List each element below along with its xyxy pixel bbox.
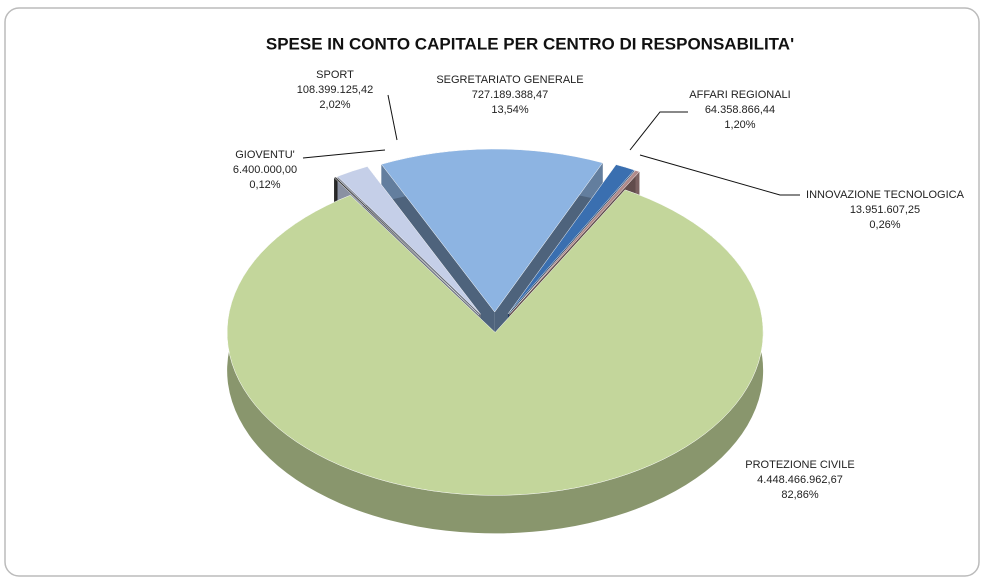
slice [226,189,764,496]
data-label-name: AFFARI REGIONALI [689,89,790,101]
data-label-percent: 0,26% [869,219,900,231]
leader-line [387,94,398,141]
data-label-percent: 13,54% [491,104,529,116]
slice [509,170,640,315]
data-label-value: 108.399.125,42 [297,84,373,96]
data-label-percent: 0,12% [249,179,280,191]
data-label-percent: 2,02% [319,99,350,111]
leader-line [639,154,800,196]
slice-tops [226,148,764,496]
data-label-percent: 82,86% [781,489,819,501]
slice [380,148,604,313]
data-label-name: INNOVAZIONE TECNOLOGICA [806,189,965,201]
data-label-value: 727.189.388,47 [472,89,548,101]
chart-title: SPESE IN CONTO CAPITALE PER CENTRO DI RE… [266,34,794,53]
data-label-name: GIOVENTU' [235,149,295,161]
data-label-name: SEGRETARIATO GENERALE [436,74,583,86]
data-label-name: SPORT [316,69,354,81]
data-label-percent: 1,20% [724,119,755,131]
slice [507,164,635,314]
slice [333,176,480,315]
data-label-value: 6.400.000,00 [233,164,297,176]
leader-line [302,149,386,159]
data-label-value: 64.358.866,44 [705,104,775,116]
data-label-name: PROTEZIONE CIVILE [745,459,854,471]
data-label-value: 13.951.607,25 [850,204,920,216]
leader-line [629,111,688,151]
data-label-value: 4.448.466.962,67 [757,474,843,486]
slice [337,166,481,315]
